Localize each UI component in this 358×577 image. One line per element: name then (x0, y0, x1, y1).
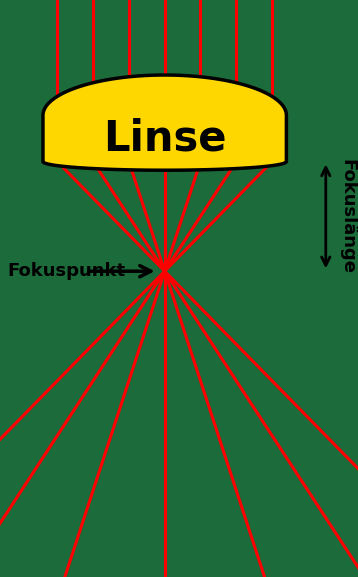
Polygon shape (43, 75, 286, 170)
Text: Fokuslänge: Fokuslänge (338, 159, 356, 274)
Text: Linse: Linse (103, 118, 226, 159)
Text: Fokuspunkt: Fokuspunkt (7, 262, 125, 280)
